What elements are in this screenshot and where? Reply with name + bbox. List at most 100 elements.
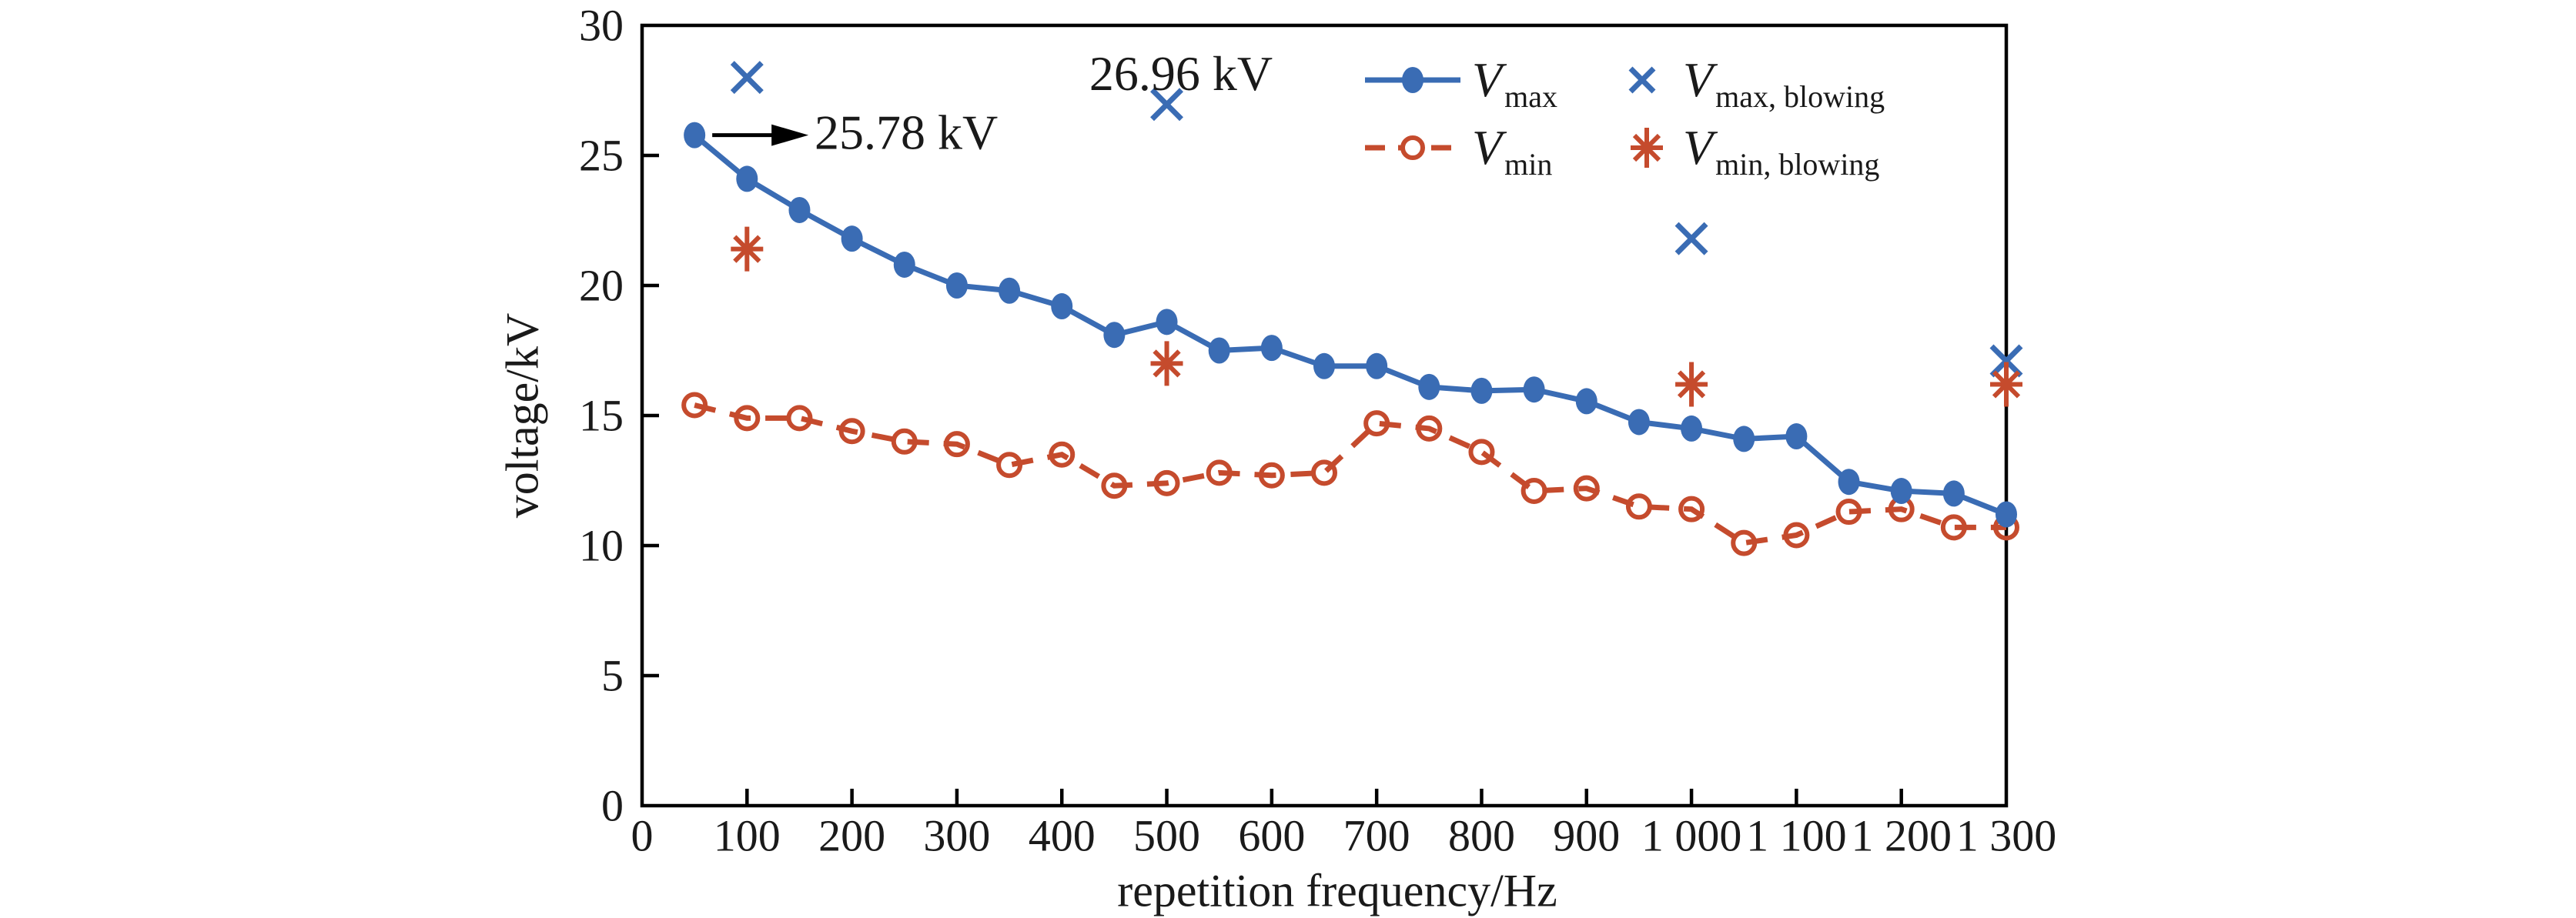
vmin-marker xyxy=(891,428,918,455)
vmin-dashed-line-icon xyxy=(1365,135,1460,160)
vmax-marker xyxy=(1313,352,1335,379)
y-tick-label: 25 xyxy=(579,131,624,181)
vmin-marker xyxy=(1573,475,1600,502)
v_min-line xyxy=(694,402,2006,546)
y-axis-title: voltage/kV xyxy=(497,312,548,519)
y-tick-label: 20 xyxy=(579,261,624,311)
x-tick-label: 1 300 xyxy=(1956,811,2057,861)
v_min_blowing-points xyxy=(731,226,2022,407)
x-mark xyxy=(1989,344,2023,378)
annotation-26-96: 26.96 kV xyxy=(1089,46,1273,101)
v_max-line xyxy=(692,132,2008,517)
v_max-series xyxy=(684,122,2017,528)
y-tick-label: 5 xyxy=(601,651,624,701)
asterisk-mark xyxy=(1677,370,1706,399)
legend-vmin-blowing-marker xyxy=(1624,125,1683,170)
annotation-25-78: 25.78 kV xyxy=(815,105,999,160)
vmin-marker xyxy=(1783,522,1810,549)
vmin-marker xyxy=(1625,493,1652,520)
vmax-marker xyxy=(1996,501,2017,528)
vmax-marker xyxy=(1103,322,1126,349)
vmax-marker xyxy=(1523,376,1545,403)
vmax-line-icon xyxy=(1365,67,1460,93)
vmax-marker xyxy=(1733,426,1755,452)
x-tick-label: 1 200 xyxy=(1851,811,1952,861)
vmax-marker xyxy=(1470,377,1493,404)
vmin-marker xyxy=(1416,415,1443,442)
x-tick-label: 800 xyxy=(1448,811,1515,861)
asterisk-mark xyxy=(1153,349,1181,378)
x-tick-label: 300 xyxy=(923,811,990,861)
vmin-marker xyxy=(1206,459,1233,486)
vmin-marker xyxy=(1835,499,1862,526)
vmin-marker xyxy=(681,392,708,419)
vmax-marker xyxy=(1628,409,1650,436)
asterisk-icon xyxy=(1631,128,1663,168)
vmax-marker xyxy=(1418,373,1440,400)
vmax-marker xyxy=(1260,335,1283,362)
x-tick-label: 1 100 xyxy=(1746,811,1847,861)
vmin-marker xyxy=(734,405,761,432)
vmax-marker xyxy=(684,122,706,149)
vmax-marker xyxy=(893,251,915,278)
vmax-marker xyxy=(1838,469,1860,496)
vmax-marker xyxy=(1156,309,1178,335)
vmax-marker xyxy=(999,277,1021,304)
vmin-marker xyxy=(1101,472,1128,499)
vmax-marker xyxy=(1051,293,1073,320)
y-tick-label: 0 xyxy=(601,781,624,831)
legend-vmin-line-marker xyxy=(1363,131,1472,165)
vmin-marker xyxy=(1678,496,1705,522)
x-tick-label: 100 xyxy=(714,811,781,861)
v_max_blowing-points xyxy=(730,61,2023,378)
legend-label-vmin: Vmin xyxy=(1472,120,1553,182)
vmax-marker xyxy=(1366,352,1388,379)
legend-vmax-blowing-marker xyxy=(1624,62,1683,98)
x-mark-icon xyxy=(1628,66,1656,94)
x-mark xyxy=(1674,222,1708,255)
y-tick-label: 30 xyxy=(579,1,624,51)
vmin-marker xyxy=(1521,478,1547,505)
x-tick-label: 200 xyxy=(818,811,885,861)
legend-label-vmin-blowing: Vmin, blowing xyxy=(1683,120,1880,182)
y-tick-label: 15 xyxy=(579,391,624,441)
x-tick-label: 500 xyxy=(1133,811,1200,861)
vmax-marker xyxy=(945,272,968,299)
x-tick-label: 700 xyxy=(1343,811,1410,861)
y-tick-label: 10 xyxy=(579,521,624,571)
x-axis-title: repetition frequency/Hz xyxy=(1117,865,1557,916)
vmin-marker xyxy=(838,418,865,445)
vmin-marker xyxy=(1468,439,1495,466)
x-mark xyxy=(730,61,764,95)
vmax-marker xyxy=(1208,337,1230,364)
x-tick-label: 1 000 xyxy=(1641,811,1742,861)
vmin-marker xyxy=(1363,410,1390,437)
legend: Vmax Vmax, blowing Vmin Vmin, blowing xyxy=(1363,46,1885,182)
legend-vmax-line-marker xyxy=(1363,63,1472,97)
vmax-marker xyxy=(1785,423,1808,450)
vmin-marker xyxy=(1940,514,1967,541)
vmax-marker xyxy=(788,196,811,223)
legend-label-vmax-blowing: Vmax, blowing xyxy=(1683,52,1885,114)
legend-label-vmax: Vmax xyxy=(1472,52,1557,114)
asterisk-mark xyxy=(733,235,761,263)
x-mark xyxy=(1150,88,1184,122)
vmin-marker xyxy=(1153,469,1180,496)
x-tick-label: 900 xyxy=(1553,811,1620,861)
vmin-marker xyxy=(1311,459,1337,486)
vmax-marker xyxy=(1575,388,1597,415)
asterisk-mark xyxy=(1992,370,2021,399)
x-tick-label: 0 xyxy=(631,811,654,861)
vmax-marker xyxy=(1890,478,1912,505)
v_min-series xyxy=(681,392,2019,556)
vmax-marker xyxy=(736,165,758,192)
x-tick-label: 400 xyxy=(1029,811,1096,861)
vmin-marker xyxy=(1731,529,1758,556)
vmax-marker xyxy=(1942,480,1965,507)
vmin-marker xyxy=(1049,441,1076,468)
x-tick-label: 600 xyxy=(1238,811,1305,861)
vmin-marker xyxy=(1258,462,1285,489)
vmax-marker xyxy=(841,225,863,252)
